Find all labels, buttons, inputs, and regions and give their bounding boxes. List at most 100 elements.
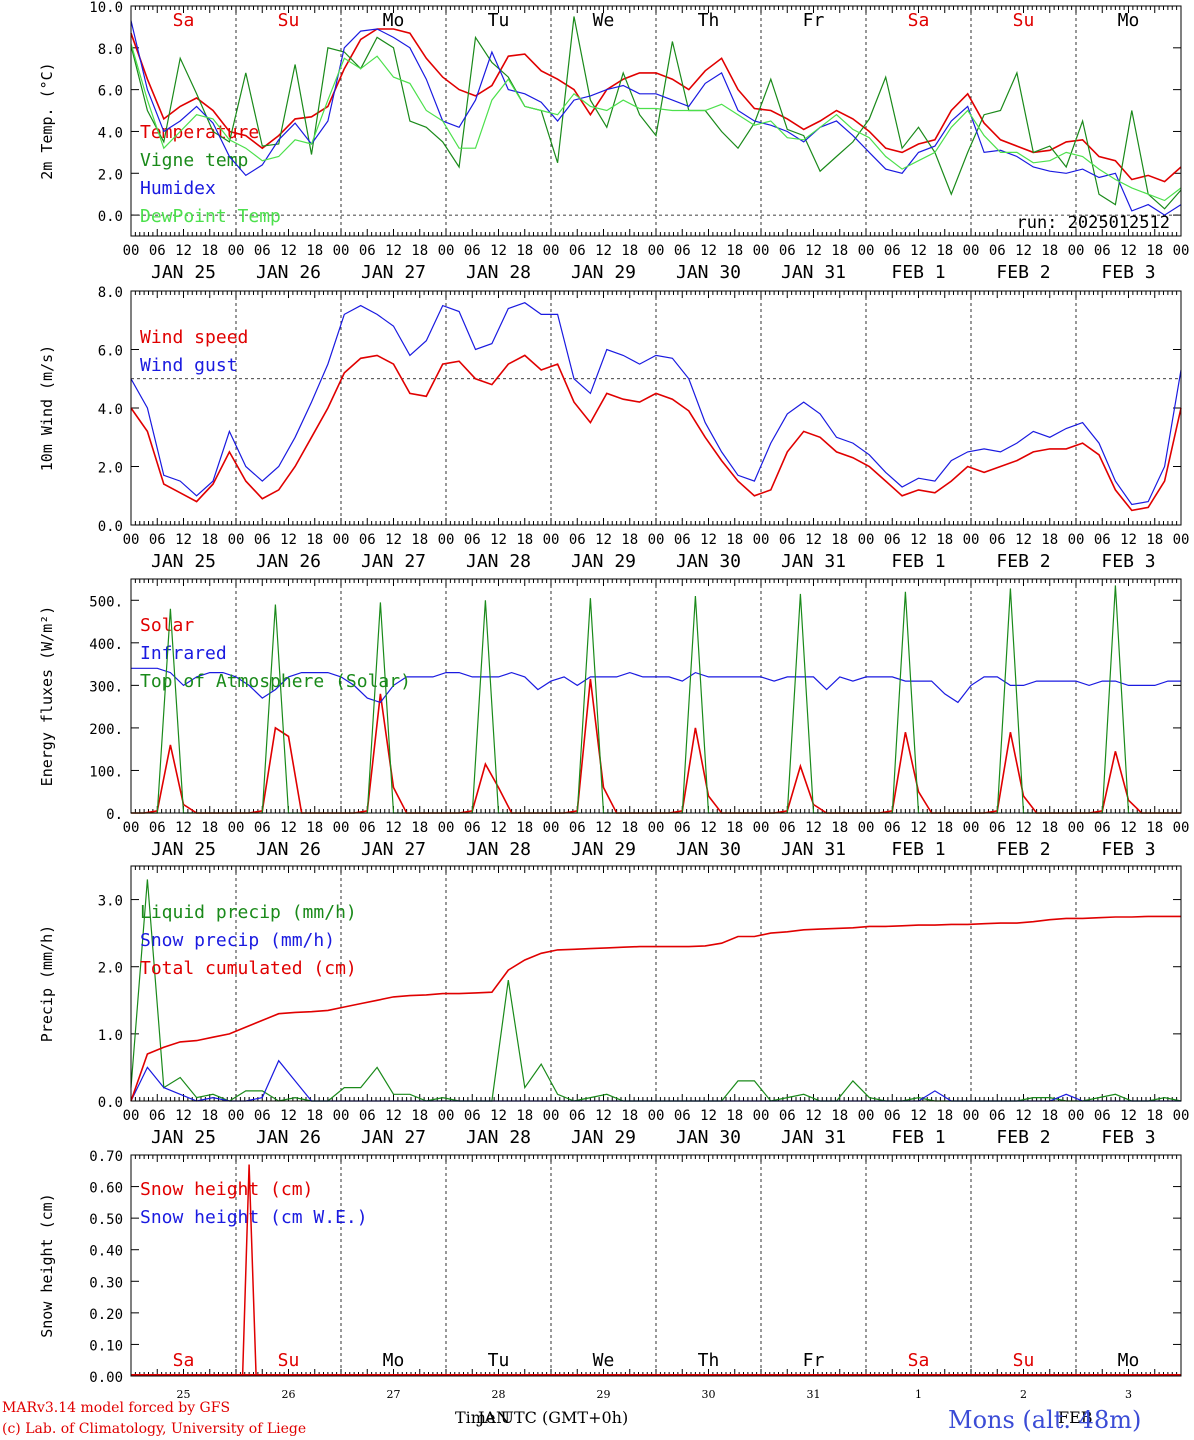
date-label: JAN 27 <box>361 1127 426 1148</box>
hour-tick-label: 18 <box>411 820 428 836</box>
y-tick-label: 8.0 <box>98 42 123 58</box>
series-red-line <box>130 28 1182 183</box>
hour-tick-label: 18 <box>1146 820 1163 836</box>
day-abbr-label: Su <box>1013 1350 1035 1371</box>
date-label: JAN 30 <box>676 839 741 860</box>
hour-tick-label: 00 <box>858 820 875 836</box>
hour-tick-label: 18 <box>726 532 743 548</box>
hour-tick-label: 06 <box>254 1108 271 1124</box>
hour-tick-label: 06 <box>254 532 271 548</box>
y-tick-label: 6.0 <box>98 84 123 100</box>
y-tick-label: 2.0 <box>98 461 123 477</box>
hour-tick-label: 12 <box>490 243 507 259</box>
hour-tick-label: 06 <box>1094 532 1111 548</box>
y-axis-label: Snow height (cm) <box>38 1193 56 1338</box>
series-blue-line <box>130 302 1182 506</box>
hour-tick-label: 06 <box>359 532 376 548</box>
hour-tick-label: 18 <box>936 1108 953 1124</box>
day-abbr-label: Sa <box>908 10 930 31</box>
snow-height-spike <box>241 1164 257 1377</box>
hour-tick-label: 00 <box>123 1108 140 1124</box>
hour-tick-label: 00 <box>333 532 350 548</box>
hour-tick-label: 12 <box>700 820 717 836</box>
hour-tick-label: 06 <box>989 820 1006 836</box>
hour-tick-label: 18 <box>831 1108 848 1124</box>
hour-tick-label: 12 <box>1015 532 1032 548</box>
date-label: FEB 3 <box>1101 551 1155 572</box>
hour-tick-label: 12 <box>700 532 717 548</box>
y-tick-label: 0.0 <box>98 1095 123 1111</box>
day-abbr-label: Th <box>698 1350 720 1371</box>
hour-tick-label: 00 <box>123 243 140 259</box>
panel-frame <box>130 290 1182 526</box>
hour-tick-label: 00 <box>228 1108 245 1124</box>
hour-tick-label: 12 <box>595 243 612 259</box>
hour-tick-label: 18 <box>936 820 953 836</box>
panel-energy: 0. 100. 200. 300. 400. 500. Energy fluxes (W/m… <box>38 578 1189 860</box>
date-label: JAN 28 <box>466 1127 531 1148</box>
hour-tick-label: 06 <box>989 532 1006 548</box>
date-label: JAN 29 <box>571 551 636 572</box>
y-tick-label: 400. <box>89 637 123 653</box>
y-tick-label: 0.30 <box>89 1275 123 1291</box>
hour-tick-label: 00 <box>438 243 455 259</box>
y-tick-label: 0.20 <box>89 1307 123 1323</box>
date-label: FEB 3 <box>1101 262 1155 283</box>
hour-tick-label: 18 <box>831 532 848 548</box>
hour-tick-label: 12 <box>595 532 612 548</box>
date-label: JAN 26 <box>256 262 321 283</box>
hour-tick-label: 12 <box>280 532 297 548</box>
date-label: FEB 2 <box>996 262 1050 283</box>
y-axis-label: Energy fluxes (W/m²) <box>38 606 56 787</box>
hour-tick-label: 18 <box>936 243 953 259</box>
day-abbr-label: Th <box>698 10 720 31</box>
legend-blue: Snow height (cm W.E.) <box>140 1207 368 1228</box>
hour-tick-label: 18 <box>201 820 218 836</box>
day-abbr-label: Sa <box>173 10 195 31</box>
date-number-label: 2 <box>1020 1388 1027 1401</box>
legend-lightgreen: DewPoint Temp <box>140 206 281 227</box>
hour-tick-label: 18 <box>201 1108 218 1124</box>
date-number-label: 28 <box>492 1388 506 1401</box>
day-abbr-label: Fr <box>803 1350 825 1371</box>
hour-tick-label: 18 <box>1041 1108 1058 1124</box>
hour-tick-label: 00 <box>333 1108 350 1124</box>
y-tick-label: 500. <box>89 594 123 610</box>
hour-tick-label: 06 <box>779 820 796 836</box>
hour-tick-label: 00 <box>543 1108 560 1124</box>
y-tick-label: 2.0 <box>98 167 123 183</box>
hour-tick-label: 06 <box>464 532 481 548</box>
day-abbr-label: Sa <box>908 1350 930 1371</box>
y-tick-label: 4.0 <box>98 402 123 418</box>
day-abbr-label: Su <box>1013 10 1035 31</box>
panel-snow: 0.00 0.10 0.20 0.30 0.40 0.50 0.60 0.70 Snow hei… <box>38 1149 1182 1401</box>
date-label: JAN 31 <box>781 551 846 572</box>
hour-tick-label: 00 <box>228 243 245 259</box>
hour-tick-label: 06 <box>149 820 166 836</box>
hour-tick-label: 00 <box>543 820 560 836</box>
hour-tick-label: 00 <box>123 532 140 548</box>
date-label: JAN 28 <box>466 551 531 572</box>
hour-tick-label: 12 <box>385 243 402 259</box>
x-axis-month-end: FEB <box>1058 1408 1093 1427</box>
y-axis-label: 10m Wind (m/s) <box>38 345 56 471</box>
date-label: JAN 27 <box>361 262 426 283</box>
date-label: JAN 25 <box>151 551 216 572</box>
series-green-line <box>130 16 1182 210</box>
hour-tick-label: 00 <box>963 243 980 259</box>
y-tick-label: 0.00 <box>89 1370 123 1386</box>
hour-tick-label: 12 <box>1120 243 1137 259</box>
y-tick-label: 0.70 <box>89 1149 123 1165</box>
hour-tick-label: 00 <box>438 532 455 548</box>
y-tick-label: 0.0 <box>98 519 123 535</box>
day-abbr-label: Mo <box>1118 1350 1140 1371</box>
day-abbr-label: We <box>593 1350 615 1371</box>
hour-tick-label: 06 <box>884 820 901 836</box>
hour-tick-label: 12 <box>805 1108 822 1124</box>
hour-tick-label: 06 <box>674 820 691 836</box>
date-label: JAN 27 <box>361 839 426 860</box>
hour-tick-label: 18 <box>936 532 953 548</box>
hour-tick-label: 00 <box>963 1108 980 1124</box>
hour-tick-label: 06 <box>464 1108 481 1124</box>
panel-wind: 0.0 2.0 4.0 6.0 8.0 10m Wind (m/s) 00 06 12 18 00 0… <box>38 285 1189 572</box>
